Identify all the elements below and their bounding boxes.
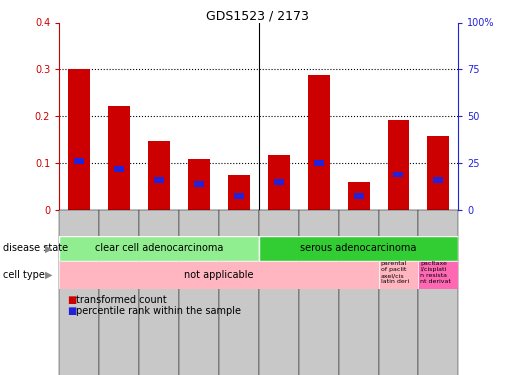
Bar bbox=[99, 210, 139, 375]
Bar bbox=[139, 210, 179, 375]
Bar bbox=[68, 69, 90, 210]
Bar bbox=[307, 75, 330, 210]
Text: pacltaxe
l/cisplati
n resista
nt derivat: pacltaxe l/cisplati n resista nt derivat bbox=[420, 261, 451, 284]
Bar bbox=[434, 177, 443, 183]
Text: clear cell adenocarcinoma: clear cell adenocarcinoma bbox=[95, 243, 223, 254]
Bar bbox=[339, 210, 379, 375]
Bar bbox=[259, 236, 458, 261]
Bar bbox=[194, 181, 204, 187]
Bar bbox=[148, 141, 170, 210]
Text: not applicable: not applicable bbox=[184, 270, 253, 280]
Bar bbox=[59, 210, 99, 375]
Bar bbox=[419, 261, 458, 289]
Text: disease state: disease state bbox=[3, 243, 67, 254]
Bar bbox=[74, 158, 84, 164]
Bar bbox=[59, 236, 259, 261]
Bar bbox=[179, 210, 219, 375]
Text: GDS1523 / 2173: GDS1523 / 2173 bbox=[206, 9, 309, 22]
Bar bbox=[114, 166, 124, 172]
Bar bbox=[268, 154, 290, 210]
Bar bbox=[188, 159, 210, 210]
Bar bbox=[379, 210, 418, 375]
Bar bbox=[314, 160, 323, 166]
Text: transformed count: transformed count bbox=[76, 295, 166, 305]
Text: ▶: ▶ bbox=[45, 270, 52, 280]
Bar bbox=[228, 175, 250, 210]
Bar bbox=[274, 179, 284, 185]
Bar bbox=[259, 210, 299, 375]
Bar bbox=[393, 172, 403, 177]
Bar bbox=[354, 193, 364, 199]
Bar bbox=[154, 177, 164, 183]
Bar bbox=[108, 106, 130, 210]
Text: ■: ■ bbox=[67, 295, 76, 305]
Bar bbox=[59, 261, 379, 289]
Bar bbox=[387, 120, 409, 210]
Bar bbox=[219, 210, 259, 375]
Bar bbox=[348, 182, 370, 210]
Text: ▶: ▶ bbox=[45, 243, 52, 254]
Text: parental
of paclit
axel/cis
latin deri: parental of paclit axel/cis latin deri bbox=[381, 261, 408, 284]
Bar bbox=[234, 193, 244, 199]
Text: cell type: cell type bbox=[3, 270, 44, 280]
Bar bbox=[379, 261, 419, 289]
Text: ■: ■ bbox=[67, 306, 76, 316]
Text: percentile rank within the sample: percentile rank within the sample bbox=[76, 306, 241, 316]
Text: serous adenocarcinoma: serous adenocarcinoma bbox=[300, 243, 417, 254]
Bar bbox=[299, 210, 339, 375]
Bar bbox=[427, 136, 450, 210]
Bar bbox=[418, 210, 458, 375]
